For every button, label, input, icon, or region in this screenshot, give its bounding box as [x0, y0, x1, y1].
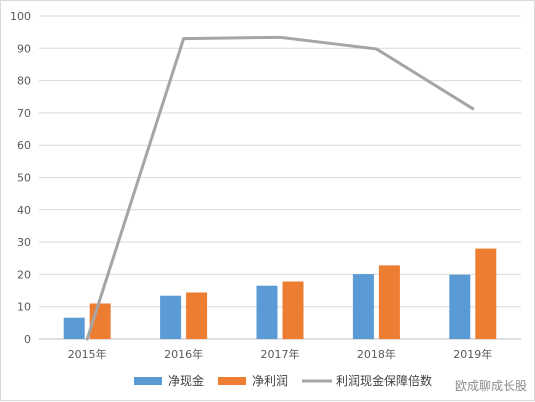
x-tick-label: 2018年 — [357, 347, 396, 361]
y-tick-label: 0 — [24, 333, 31, 346]
bar — [378, 265, 400, 339]
y-tick-label: 50 — [17, 172, 31, 185]
gridlines — [39, 15, 521, 340]
watermark-text: 欧成聊成长股 — [455, 379, 527, 393]
x-tick-label: 2017年 — [261, 347, 300, 361]
bar — [282, 281, 304, 339]
bar — [186, 292, 208, 339]
legend-swatch — [218, 377, 246, 385]
y-tick-label: 10 — [17, 301, 31, 314]
x-axis-ticks: 2015年 2016年 2017年 2018年 2019年 — [68, 347, 493, 361]
y-tick-label: 70 — [17, 107, 31, 120]
legend-label: 利润现金保障倍数 — [336, 373, 432, 388]
line-series — [85, 35, 475, 341]
legend-label: 净现金 — [168, 373, 204, 388]
legend: 净现金 净利润 利润现金保障倍数 — [134, 373, 432, 388]
x-tick-label: 2016年 — [164, 347, 203, 361]
y-tick-label: 100 — [10, 10, 31, 23]
bars — [63, 248, 497, 339]
x-tick-label: 2019年 — [453, 347, 492, 361]
line-series-path — [85, 35, 475, 341]
bar — [449, 274, 471, 339]
legend-label: 净利润 — [252, 374, 288, 388]
bar — [63, 317, 85, 339]
bar — [160, 295, 182, 339]
y-tick-label: 40 — [17, 204, 31, 217]
y-tick-label: 30 — [17, 236, 31, 249]
y-tick-label: 60 — [17, 139, 31, 152]
y-tick-label: 80 — [17, 75, 31, 88]
y-tick-label: 90 — [17, 42, 31, 55]
x-tick-label: 2015年 — [68, 347, 107, 361]
y-axis-ticks: 0 10 20 30 40 50 60 70 80 90 100 — [10, 10, 31, 346]
bar — [475, 248, 497, 339]
y-tick-label: 20 — [17, 268, 31, 281]
bar — [352, 274, 374, 339]
bar — [256, 285, 278, 339]
legend-swatch — [134, 377, 162, 385]
